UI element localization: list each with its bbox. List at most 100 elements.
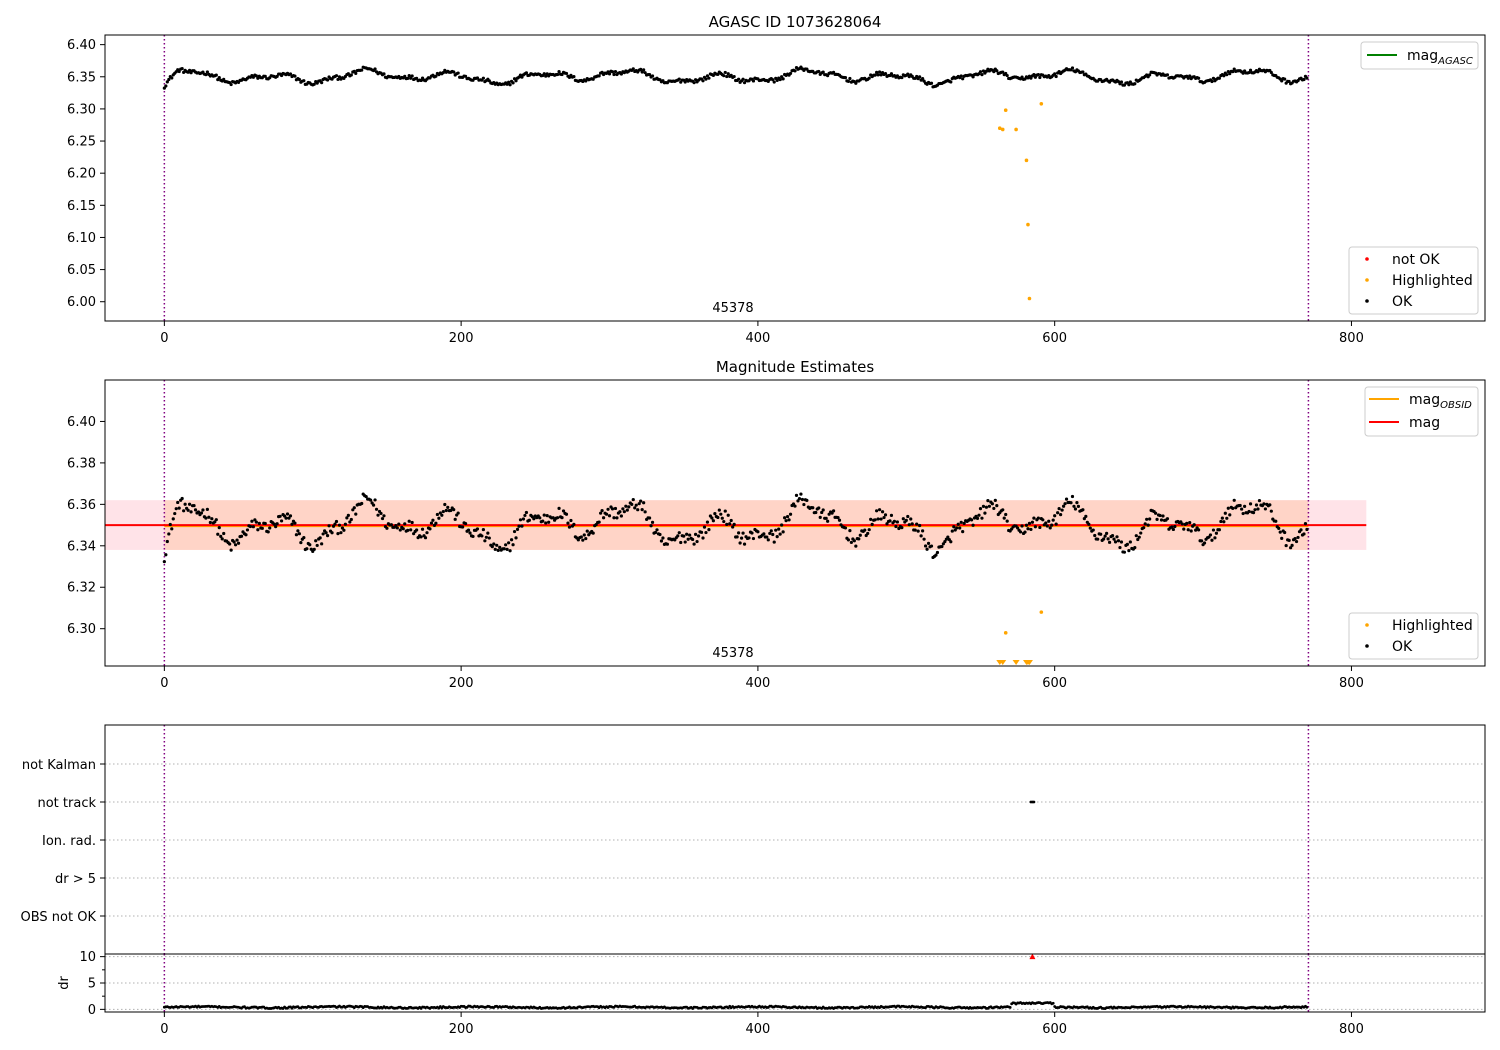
ok-point	[272, 522, 276, 526]
ok-point	[407, 73, 411, 78]
ok-point	[978, 507, 983, 511]
ok-point	[217, 526, 221, 530]
ok-point	[524, 71, 529, 75]
ok-point	[302, 79, 306, 83]
ok-point	[661, 536, 665, 540]
ok-point	[333, 522, 337, 526]
ok-point	[551, 516, 555, 520]
ok-point	[788, 512, 793, 516]
ok-point	[1038, 75, 1042, 80]
ok-point	[986, 498, 990, 503]
legend-point-marker	[1365, 278, 1369, 282]
ok-point	[173, 511, 177, 516]
highlighted-point	[1039, 101, 1044, 106]
ok-point	[222, 531, 226, 536]
ok-point	[722, 519, 726, 524]
legend-point-label: not OK	[1392, 252, 1440, 268]
ok-point	[1118, 545, 1122, 550]
ok-point	[1268, 503, 1272, 507]
ok-point	[889, 513, 894, 517]
ok-point	[490, 545, 494, 549]
ok-point	[1185, 521, 1189, 525]
ok-point	[407, 519, 411, 523]
ok-point	[731, 525, 735, 529]
ok-point	[1225, 516, 1229, 520]
ok-point	[437, 516, 441, 520]
ok-point	[1305, 76, 1309, 80]
ok-point	[601, 516, 606, 520]
ok-point	[1004, 512, 1008, 517]
ok-point	[1228, 72, 1232, 76]
ok-point	[741, 531, 745, 535]
x-tick-label: 800	[1339, 331, 1364, 346]
ok-point	[1232, 498, 1236, 502]
x-tick-label: 0	[160, 1022, 168, 1037]
ok-point	[557, 69, 561, 74]
x-tick-label: 800	[1339, 676, 1364, 691]
ok-point	[1093, 533, 1097, 538]
ok-point	[1290, 543, 1294, 547]
ok-point	[456, 71, 460, 75]
ok-point	[1148, 73, 1152, 77]
ok-point	[1084, 514, 1088, 518]
ok-point	[1054, 522, 1058, 526]
ok-point	[547, 520, 551, 524]
ok-point	[805, 498, 809, 502]
ok-point	[410, 74, 414, 78]
ok-point	[360, 68, 364, 72]
ok-point	[683, 80, 687, 84]
ok-point	[665, 542, 669, 546]
ok-point	[873, 73, 877, 77]
ok-point	[848, 529, 852, 533]
ok-point	[883, 513, 888, 517]
ok-point	[1161, 514, 1165, 518]
ok-point	[799, 492, 803, 496]
ok-point	[1182, 527, 1186, 531]
ok-point	[818, 515, 822, 519]
y-tick-label: 10	[79, 950, 96, 965]
ok-point	[423, 536, 428, 540]
ok-point	[584, 79, 588, 83]
ok-point	[830, 511, 834, 515]
ok-point	[214, 518, 218, 522]
ok-point	[220, 537, 224, 541]
ok-point	[1211, 76, 1216, 80]
ok-point	[1289, 546, 1293, 550]
ok-point	[618, 510, 622, 514]
dr-point	[1051, 1001, 1055, 1005]
ok-point	[696, 534, 701, 538]
ok-point	[854, 81, 858, 85]
ok-point	[716, 72, 720, 77]
ok-point	[165, 539, 169, 544]
ok-point	[287, 516, 291, 520]
ok-point	[633, 506, 637, 510]
ok-point	[1220, 516, 1224, 520]
ok-point	[461, 525, 465, 529]
legend-point-label: Highlighted	[1392, 273, 1473, 289]
ok-point	[1302, 77, 1306, 82]
agasc-magnitude-panel: 0 200 400 600 800 6.00 6.05 6.10 6.15 6.20 6.25 6.3…	[67, 34, 1486, 346]
ok-point	[1293, 537, 1297, 541]
x-tick-label: 400	[745, 676, 770, 691]
ok-point	[1299, 528, 1303, 532]
ok-point	[901, 517, 905, 521]
ok-point	[373, 67, 377, 71]
ok-point	[1113, 540, 1118, 544]
ok-point	[1197, 528, 1201, 532]
ok-point	[1213, 536, 1217, 540]
ok-point	[1115, 535, 1119, 539]
ok-point	[517, 524, 521, 528]
ok-point	[873, 518, 877, 522]
ok-point	[514, 79, 518, 83]
ok-point	[811, 506, 815, 510]
ok-point	[354, 512, 358, 516]
ok-point	[1148, 517, 1152, 521]
ok-point	[882, 515, 886, 520]
ok-point	[214, 73, 218, 77]
ok-point	[867, 76, 871, 80]
x-tick-label: 200	[449, 331, 474, 346]
ok-point	[613, 70, 618, 74]
ok-point	[1240, 507, 1244, 511]
ok-point	[883, 71, 888, 76]
ok-point	[992, 70, 996, 74]
